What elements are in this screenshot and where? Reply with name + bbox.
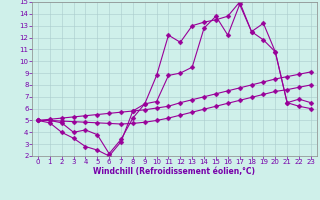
X-axis label: Windchill (Refroidissement éolien,°C): Windchill (Refroidissement éolien,°C)	[93, 167, 255, 176]
